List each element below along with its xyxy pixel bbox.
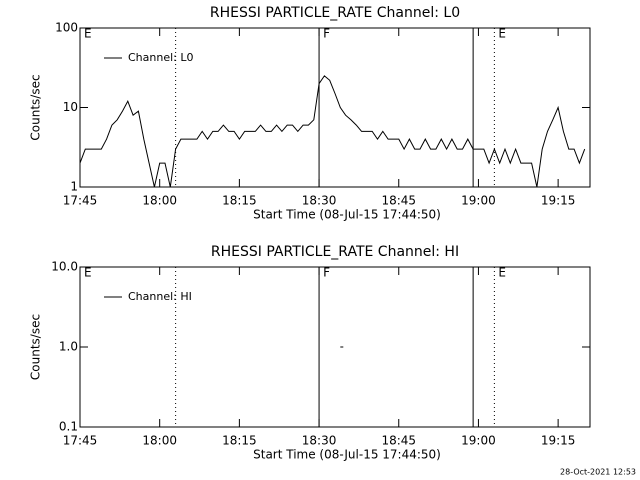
event-label: E	[498, 27, 506, 41]
y-axis-label: Counts/sec	[29, 74, 43, 140]
event-label: E	[498, 266, 506, 280]
y-tick-label: 10	[63, 100, 78, 114]
x-tick-label: 18:30	[302, 434, 337, 448]
x-tick-label: 18:30	[302, 194, 337, 208]
x-tick-label: 19:00	[461, 434, 496, 448]
x-tick-label: 18:00	[142, 194, 177, 208]
y-tick-label: 0.1	[59, 420, 78, 434]
y-tick-label: 1.0	[59, 340, 78, 354]
x-tick-label: 18:15	[222, 194, 257, 208]
y-tick-label: 100	[55, 21, 78, 35]
x-axis-label: Start Time (08-Jul-15 17:44:50)	[253, 448, 441, 462]
x-tick-label: 17:45	[63, 434, 98, 448]
chart-title: RHESSI PARTICLE_RATE Channel: HI	[211, 244, 459, 260]
y-axis-label: Counts/sec	[29, 314, 43, 380]
x-tick-label: 18:45	[381, 194, 416, 208]
x-tick-label: 19:15	[541, 434, 576, 448]
y-tick-label: 10.0	[51, 260, 78, 274]
y-tick-label: 1	[70, 180, 78, 194]
x-axis-label: Start Time (08-Jul-15 17:44:50)	[253, 208, 441, 222]
legend-label: Channel: HI	[128, 290, 192, 303]
x-tick-label: 18:45	[381, 434, 416, 448]
event-label: F	[323, 27, 330, 41]
x-tick-label: 18:15	[222, 434, 257, 448]
x-tick-label: 18:00	[142, 434, 177, 448]
x-tick-label: 19:00	[461, 194, 496, 208]
x-tick-label: 17:45	[63, 194, 98, 208]
event-label: E	[84, 266, 92, 280]
chart-title: RHESSI PARTICLE_RATE Channel: L0	[210, 5, 460, 21]
event-label: E	[84, 27, 92, 41]
x-tick-label: 19:15	[541, 194, 576, 208]
series-line	[79, 75, 586, 188]
footer-date: 28-Oct-2021 12:53	[560, 468, 636, 477]
event-label: F	[323, 266, 330, 280]
legend-label: Channel: L0	[128, 51, 194, 64]
